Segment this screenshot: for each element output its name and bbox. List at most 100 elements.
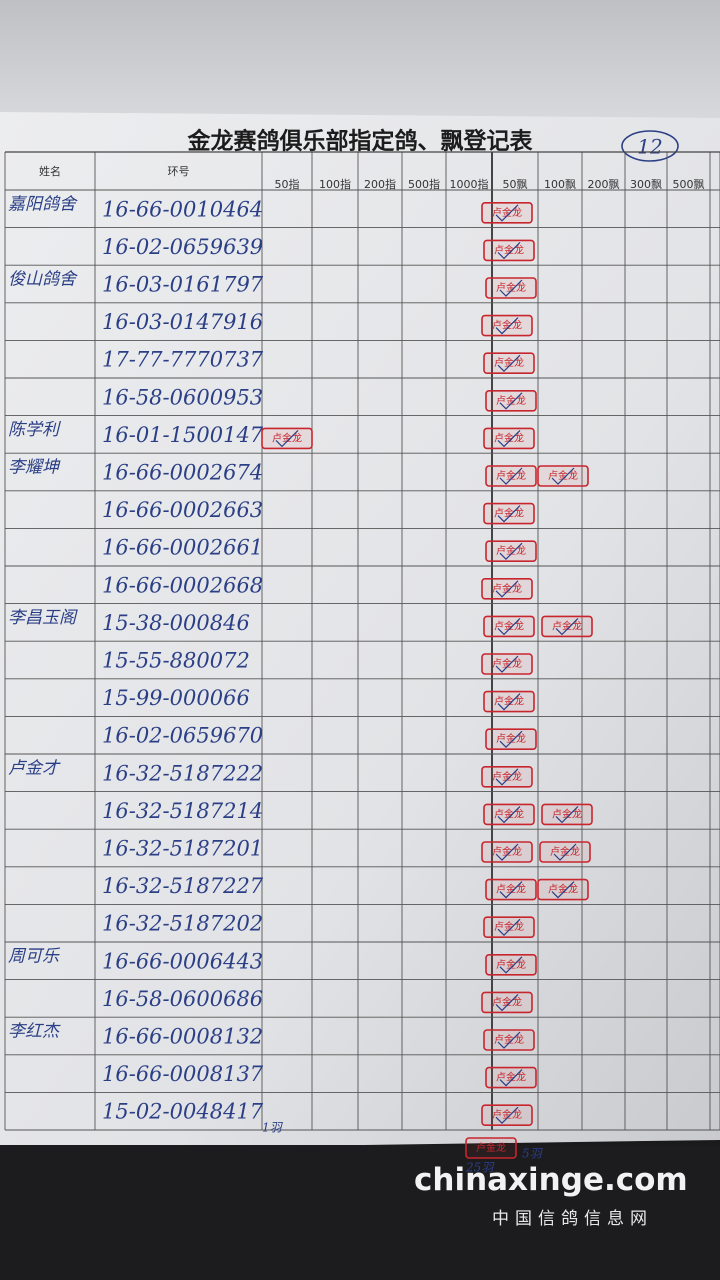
column-header: 姓名	[39, 164, 61, 178]
owner-name: 李耀坤	[8, 458, 61, 478]
stamp-text: 卢金龙	[492, 1108, 522, 1121]
page-number-circle	[621, 130, 679, 162]
stamp-text: 卢金龙	[492, 206, 522, 219]
stamp	[481, 653, 533, 675]
check-mark	[499, 730, 523, 749]
ring-number: 16-66-0002663	[102, 498, 263, 522]
check-mark	[551, 881, 575, 899]
stamp	[541, 615, 593, 638]
stamp	[483, 1029, 535, 1051]
background-top	[0, 0, 720, 120]
column-header: 200指	[364, 177, 396, 191]
ring-number: 17-77-7770737	[102, 348, 264, 372]
stamp-text: 卢金龙	[492, 995, 522, 1008]
ring-number: 16-58-0600686	[102, 987, 263, 1011]
column-header: 环号	[168, 165, 190, 178]
stamp-text: 卢金龙	[496, 958, 526, 971]
column-header: 50飘	[503, 178, 528, 191]
stamp-text: 卢金龙	[492, 319, 522, 332]
stamp	[483, 690, 535, 713]
stamp-text: 卢金龙	[548, 469, 578, 482]
stamp-text: 卢金龙	[494, 1033, 524, 1046]
watermark-name: 中国信鸽信息网	[492, 1209, 653, 1229]
ring-number: 16-02-0659639	[102, 235, 263, 259]
column-header: 300飘	[630, 178, 662, 191]
check-mark	[499, 542, 523, 561]
stamp	[481, 202, 533, 224]
column-header: 200飘	[588, 178, 620, 191]
stamp	[541, 803, 593, 826]
check-mark	[497, 241, 521, 260]
stamp-text: 卢金龙	[494, 356, 524, 369]
ring-number: 16-66-0006443	[102, 949, 263, 973]
check-mark	[497, 505, 521, 523]
stamp-text: 卢金龙	[494, 695, 524, 708]
stamp-text: 卢金龙	[494, 431, 524, 444]
paper-sheet	[0, 112, 720, 1150]
ring-number: 16-32-5187214	[102, 799, 263, 823]
stamp-text: 卢金龙	[496, 732, 526, 745]
ring-number: 16-01-1500147	[102, 423, 264, 447]
owner-name: 陈学利	[8, 420, 62, 440]
stamp-text: 卢金龙	[272, 431, 302, 444]
stamp	[537, 465, 589, 487]
stamp-text: 卢金龙	[550, 845, 580, 858]
count-note: 5羽	[522, 1147, 544, 1161]
check-mark	[497, 1031, 521, 1049]
stamp	[481, 841, 533, 863]
ring-number: 16-66-0002668	[102, 573, 263, 597]
owner-name: 卢金才	[8, 758, 61, 778]
stamp-text: 卢金龙	[476, 1141, 506, 1154]
column-header: 500指	[408, 177, 440, 191]
stamp	[483, 615, 535, 638]
check-mark	[495, 317, 519, 335]
count-note: 25羽	[465, 1161, 495, 1175]
stamp	[539, 841, 591, 863]
stamp-text: 卢金龙	[496, 281, 526, 294]
stamp	[481, 991, 533, 1014]
ring-number: 15-38-000846	[102, 611, 250, 635]
ring-number: 16-66-0002661	[102, 536, 263, 560]
ring-number: 15-55-880072	[102, 649, 250, 673]
stamp-text: 卢金龙	[494, 807, 524, 820]
stamp	[483, 352, 535, 375]
check-mark	[497, 429, 521, 448]
column-header: 500飘	[673, 178, 705, 191]
count-note: 1羽	[262, 1121, 284, 1135]
stamp	[485, 878, 537, 901]
owner-name: 李红杰	[8, 1022, 61, 1042]
check-mark	[553, 843, 577, 861]
ring-number: 16-66-0008137	[102, 1062, 264, 1086]
stamp-text: 卢金龙	[496, 469, 526, 482]
stamp-text: 卢金龙	[492, 770, 522, 783]
stamp	[261, 427, 313, 450]
stamp-text: 卢金龙	[494, 243, 524, 256]
ring-number: 16-66-0010464	[102, 197, 263, 221]
stamp	[485, 465, 537, 487]
check-mark	[555, 805, 579, 824]
column-header: 1000指	[450, 177, 489, 191]
ring-number: 15-02-0048417	[102, 1100, 264, 1124]
stamp-text: 卢金龙	[496, 394, 526, 407]
check-mark	[499, 467, 523, 485]
check-mark	[551, 467, 575, 485]
check-mark	[497, 805, 521, 824]
stamp	[483, 427, 535, 450]
stamp-text: 卢金龙	[494, 920, 524, 933]
page-number: 12	[637, 135, 662, 159]
owner-name: 俊山鸽舍	[8, 270, 78, 290]
form-title: 金龙赛鸽俱乐部指定鸽、飘登记表	[187, 128, 534, 155]
check-mark	[497, 617, 521, 636]
ring-number: 16-32-5187202	[102, 912, 263, 936]
check-mark	[495, 768, 519, 786]
check-mark	[499, 1069, 523, 1087]
stamp	[481, 577, 533, 600]
stamp-text: 卢金龙	[496, 544, 526, 557]
ring-number: 16-66-0002674	[102, 461, 263, 485]
ring-number: 16-58-0600953	[102, 385, 263, 409]
stamp	[485, 540, 537, 563]
ring-number: 16-32-5187227	[102, 874, 264, 898]
column-header: 50指	[275, 177, 300, 191]
